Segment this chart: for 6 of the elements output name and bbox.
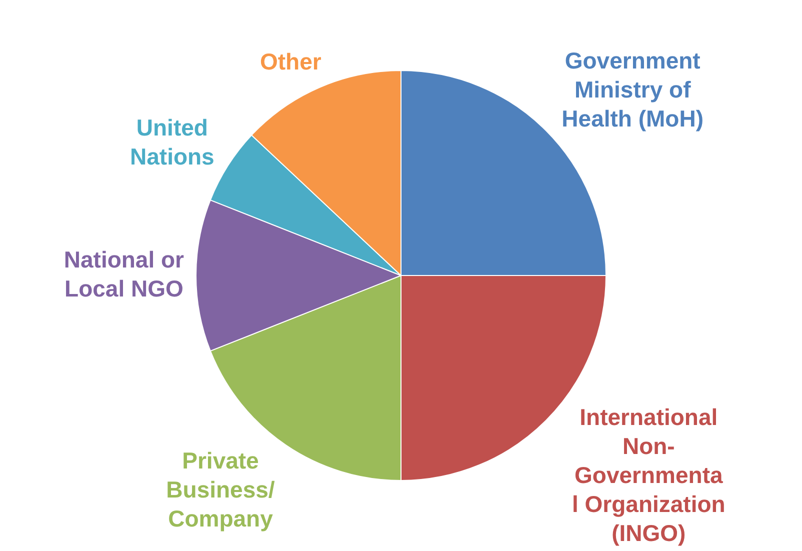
slice-label: Government Ministry of Health (MoH) (562, 48, 704, 132)
slice-label: International Non- Governmenta l Organization (INGO) (572, 404, 726, 546)
slice-label: National or Local NGO (64, 246, 184, 302)
slice-label: Private Business/ Company (166, 447, 276, 532)
slice-label: United Nations (130, 114, 214, 170)
slice-label: Other (260, 48, 322, 74)
